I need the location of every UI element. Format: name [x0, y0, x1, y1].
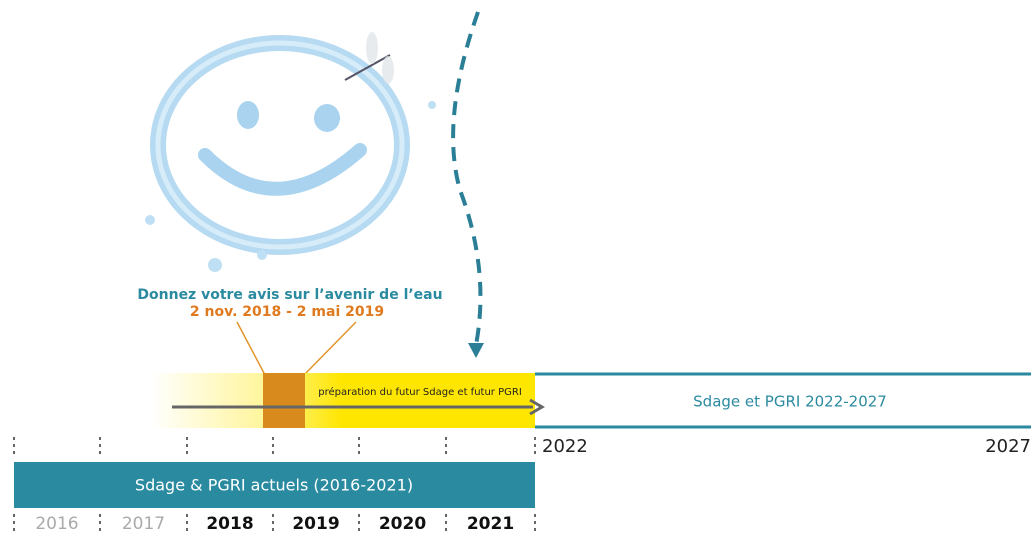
year-label: 2020	[379, 514, 426, 534]
future-start: 2022	[542, 436, 588, 457]
preparation-band	[150, 373, 535, 428]
year-label: 2018	[206, 514, 253, 534]
consultation-dates: 2 nov. 2018 - 2 mai 2019	[190, 304, 384, 320]
infographic: Donnez votre avis sur l’avenir de l’eau …	[0, 0, 1031, 535]
consultation-period	[263, 373, 305, 428]
preparation-label: préparation du futur Sdage et futur PGRI	[318, 386, 522, 398]
year-label: 2019	[292, 514, 339, 534]
consultation-title: Donnez votre avis sur l’avenir de l’eau	[137, 287, 442, 303]
future-plan-label: Sdage et PGRI 2022-2027	[693, 393, 887, 411]
dashed-arrow	[453, 12, 480, 345]
years: 2016 2017 2018 2019 2020 2021	[35, 514, 514, 534]
arrow-head	[468, 343, 484, 358]
connector	[237, 322, 265, 375]
current-plan-label: Sdage & PGRI actuels (2016-2021)	[135, 476, 413, 495]
connector	[304, 322, 356, 375]
year-label: 2016	[35, 514, 78, 534]
future-end: 2027	[985, 436, 1031, 457]
year-label: 2021	[467, 514, 514, 534]
year-label: 2017	[122, 514, 165, 534]
